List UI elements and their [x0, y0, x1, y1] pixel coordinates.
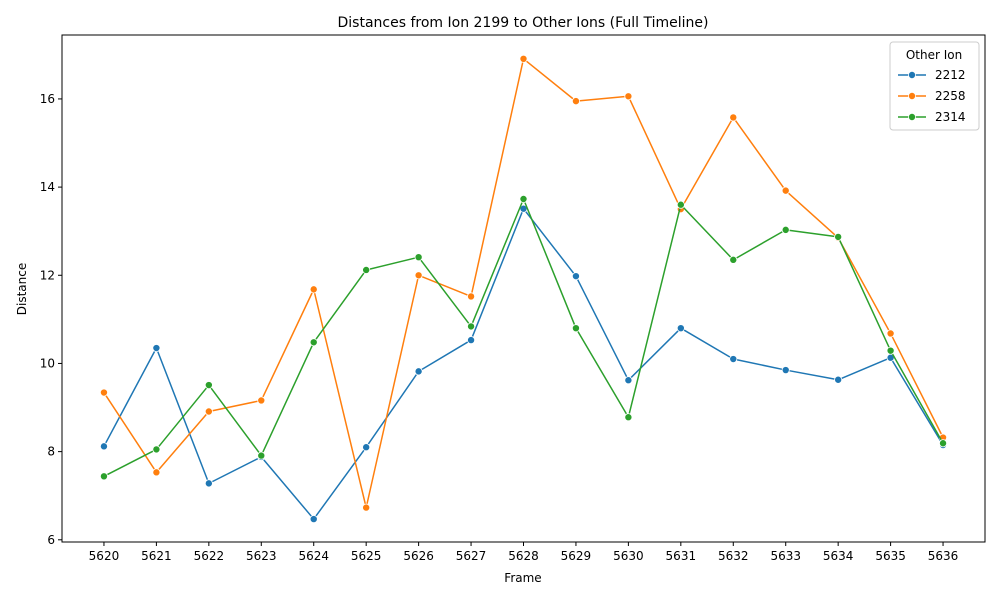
series-layer: [99, 54, 948, 524]
data-point: [362, 443, 371, 452]
y-tick-label: 10: [40, 356, 55, 370]
x-axis-ticks: 5620 5621 5622 5623 5624 5625 5626 5627 5628 5629…: [89, 542, 959, 563]
data-point: [834, 232, 843, 241]
data-point: [309, 515, 318, 524]
y-axis-ticks: 6 8 10 12 14 16: [40, 92, 62, 547]
series-line: [103, 207, 944, 520]
data-point: [257, 451, 266, 460]
legend-marker: [908, 71, 917, 80]
data-point: [467, 322, 476, 331]
data-point: [624, 92, 633, 101]
x-tick-label: 5630: [613, 549, 644, 563]
series-line: [103, 198, 944, 477]
x-tick-label: 5634: [823, 549, 854, 563]
x-tick-label: 5633: [770, 549, 801, 563]
data-point: [781, 366, 790, 375]
data-point: [99, 442, 108, 451]
legend-item-2212: 2212: [898, 68, 966, 82]
data-point: [257, 396, 266, 405]
series-2314: [99, 195, 948, 481]
y-axis-label: Distance: [15, 263, 29, 315]
legend-item-2314: 2314: [898, 110, 966, 124]
y-tick-label: 12: [40, 268, 55, 282]
data-point: [676, 200, 685, 209]
legend-label: 2314: [935, 110, 966, 124]
data-point: [729, 113, 738, 122]
data-point: [729, 255, 738, 264]
data-point: [519, 195, 528, 204]
x-tick-label: 5629: [561, 549, 592, 563]
legend: Other Ion 2212 2258 2314: [889, 41, 980, 131]
y-tick-label: 14: [40, 180, 55, 194]
data-point: [414, 253, 423, 262]
data-point: [624, 413, 633, 422]
data-point: [571, 324, 580, 333]
x-tick-label: 5636: [928, 549, 959, 563]
data-point: [204, 381, 213, 390]
x-axis-label: Frame: [504, 571, 541, 585]
y-tick-label: 6: [47, 533, 55, 547]
x-tick-label: 5632: [718, 549, 749, 563]
x-tick-label: 5625: [351, 549, 382, 563]
data-point: [414, 367, 423, 376]
x-tick-label: 5622: [194, 549, 225, 563]
data-point: [939, 439, 948, 448]
data-point: [886, 329, 895, 338]
series-2212: [99, 204, 948, 524]
legend-marker: [908, 92, 917, 101]
data-point: [204, 407, 213, 416]
data-point: [834, 375, 843, 384]
x-tick-label: 5631: [666, 549, 697, 563]
legend-marker: [908, 113, 917, 122]
data-point: [519, 54, 528, 63]
legend-title: Other Ion: [906, 48, 962, 62]
legend-label: 2212: [935, 68, 966, 82]
legend-label: 2258: [935, 89, 966, 103]
data-point: [414, 271, 423, 280]
data-point: [624, 376, 633, 385]
legend-box: [889, 41, 980, 131]
series-line: [103, 58, 944, 509]
data-point: [152, 468, 161, 477]
data-point: [467, 292, 476, 301]
x-tick-label: 5624: [298, 549, 329, 563]
x-tick-label: 5635: [875, 549, 906, 563]
legend-item-2258: 2258: [898, 89, 966, 103]
data-point: [309, 338, 318, 347]
data-point: [99, 388, 108, 397]
data-point: [362, 503, 371, 512]
data-point: [152, 445, 161, 454]
data-point: [362, 265, 371, 274]
data-point: [676, 324, 685, 333]
x-tick-label: 5620: [89, 549, 120, 563]
data-point: [781, 186, 790, 195]
y-tick-label: 16: [40, 92, 55, 106]
x-tick-label: 5628: [508, 549, 539, 563]
y-tick-label: 8: [47, 445, 55, 459]
data-point: [729, 355, 738, 364]
data-point: [886, 346, 895, 355]
series-2258: [99, 54, 948, 512]
x-tick-label: 5626: [403, 549, 434, 563]
chart-title: Distances from Ion 2199 to Other Ions (F…: [338, 15, 709, 31]
x-tick-label: 5621: [141, 549, 172, 563]
x-tick-label: 5627: [456, 549, 487, 563]
data-point: [309, 285, 318, 294]
data-point: [571, 97, 580, 106]
legend-items: 2212 2258 2314: [898, 68, 966, 124]
data-point: [99, 472, 108, 481]
data-point: [152, 344, 161, 353]
data-point: [204, 479, 213, 488]
plot-area-frame: [61, 34, 986, 543]
data-point: [571, 272, 580, 281]
data-point: [781, 225, 790, 234]
data-point: [467, 336, 476, 345]
x-tick-label: 5623: [246, 549, 277, 563]
